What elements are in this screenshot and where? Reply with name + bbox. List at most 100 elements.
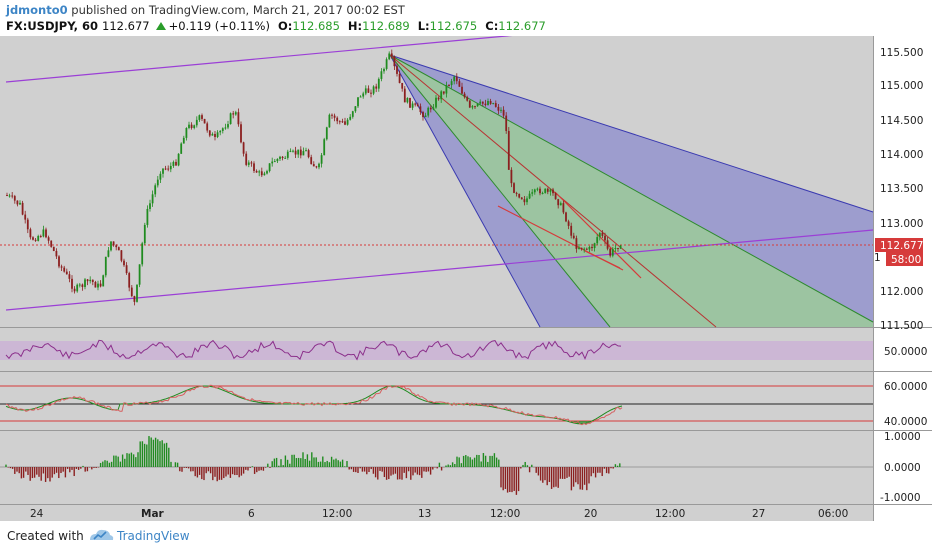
- candle-body: [281, 156, 284, 159]
- candle-body: [250, 162, 253, 164]
- time-label: Mar: [141, 508, 165, 520]
- channel-bottom-line[interactable]: [5, 229, 874, 311]
- candle-body: [47, 237, 50, 241]
- candle-body: [120, 250, 123, 261]
- open-value: 112.685: [292, 19, 340, 33]
- trend-line-upper[interactable]: [554, 191, 642, 279]
- osc-tick: 0.0000: [884, 462, 921, 474]
- candle-body: [50, 240, 53, 247]
- candle-body: [617, 248, 619, 250]
- candle-body: [557, 199, 560, 206]
- candle-body: [375, 86, 378, 89]
- candle-body: [32, 237, 34, 240]
- rsi-line: [5, 339, 622, 361]
- candle-body: [24, 214, 27, 220]
- candle-body: [224, 127, 227, 129]
- candles-group[interactable]: [6, 49, 622, 306]
- candle-body: [406, 97, 409, 103]
- candle-body: [546, 188, 549, 192]
- candle-body: [364, 88, 367, 94]
- open-label: O:: [277, 19, 293, 33]
- last-price: 112.677: [102, 19, 150, 33]
- candle-body: [523, 199, 526, 203]
- channel-top-line[interactable]: [5, 36, 517, 83]
- publish-line: jdmonto0 published on TradingView.com, M…: [6, 3, 405, 17]
- candle-body: [227, 124, 229, 128]
- candle-body: [445, 84, 448, 94]
- candle-body: [575, 238, 578, 249]
- stoch-pane[interactable]: [0, 372, 873, 430]
- candle-body: [130, 287, 133, 297]
- candle-body: [89, 279, 92, 282]
- fan-line-low[interactable]: [389, 54, 874, 323]
- fan-line-steep[interactable]: [389, 54, 541, 328]
- tradingview-brand-link[interactable]: TradingView: [117, 529, 190, 543]
- candle-body: [198, 115, 201, 120]
- candle-body: [99, 283, 102, 287]
- candle-body: [331, 114, 333, 116]
- candle-body: [71, 278, 73, 289]
- candle-body: [383, 68, 385, 72]
- candle-body: [292, 150, 294, 152]
- high-value: 112.689: [362, 19, 410, 33]
- candle-body: [463, 93, 466, 98]
- fan-line-mid[interactable]: [389, 54, 611, 328]
- candle-body: [453, 76, 456, 82]
- tradingview-logo-icon[interactable]: [88, 526, 114, 544]
- candle-body: [60, 266, 63, 268]
- candle-body: [240, 124, 242, 143]
- candle-body: [110, 241, 112, 251]
- countdown-badge: [886, 252, 923, 266]
- candle-body: [328, 114, 331, 128]
- candle-body: [29, 229, 32, 238]
- candle-body: [435, 97, 437, 108]
- candle-body: [177, 153, 180, 166]
- price-tick-partial: 1: [874, 252, 881, 264]
- candle-body: [388, 53, 391, 60]
- time-axis-bg: [0, 505, 873, 521]
- fan-line-upper[interactable]: [389, 54, 874, 213]
- candle-body: [554, 193, 557, 200]
- candle-body: [549, 189, 552, 192]
- candle-body: [489, 101, 492, 104]
- candle-body: [279, 156, 281, 159]
- candle-body: [258, 171, 261, 173]
- trend-line-short[interactable]: [584, 250, 621, 269]
- price-tick: 114.000: [880, 149, 923, 161]
- chart-area[interactable]: 115.500 115.000 114.500 114.000 113.500 …: [0, 36, 932, 521]
- price-tick: 113.500: [880, 183, 923, 195]
- candle-body: [6, 195, 8, 196]
- time-label: 12:00: [655, 508, 685, 520]
- price-change: +0.119 (+0.11%): [168, 19, 270, 33]
- candle-body: [190, 124, 193, 128]
- candle-body: [598, 232, 601, 238]
- time-label: 6: [248, 508, 255, 520]
- candle-body: [604, 235, 606, 241]
- username-link[interactable]: jdmonto0: [6, 3, 68, 17]
- candle-body: [559, 203, 562, 206]
- stoch-tick: 60.0000: [884, 381, 927, 393]
- candle-body: [510, 169, 513, 184]
- candle-body: [34, 239, 37, 241]
- candle-body: [422, 112, 424, 118]
- candle-body: [357, 97, 359, 107]
- candle-body: [591, 246, 593, 249]
- candle-body: [583, 248, 586, 250]
- candle-body: [437, 97, 440, 100]
- current-price-label: 112.677: [880, 240, 923, 252]
- candle-body: [65, 271, 68, 275]
- price-tick: 114.500: [880, 115, 923, 127]
- candle-body: [216, 132, 219, 138]
- candle-body: [481, 101, 484, 104]
- candle-body: [149, 203, 151, 209]
- candle-body: [505, 115, 508, 131]
- candle-body: [515, 192, 518, 194]
- candle-body: [385, 59, 388, 69]
- candle-body: [201, 115, 203, 119]
- candle-body: [206, 123, 209, 131]
- symbol-label[interactable]: FX:USDJPY, 60: [6, 19, 98, 33]
- candle-body: [219, 130, 222, 133]
- up-arrow-icon: [155, 22, 166, 30]
- candle-body: [245, 153, 248, 165]
- candle-body: [172, 161, 175, 166]
